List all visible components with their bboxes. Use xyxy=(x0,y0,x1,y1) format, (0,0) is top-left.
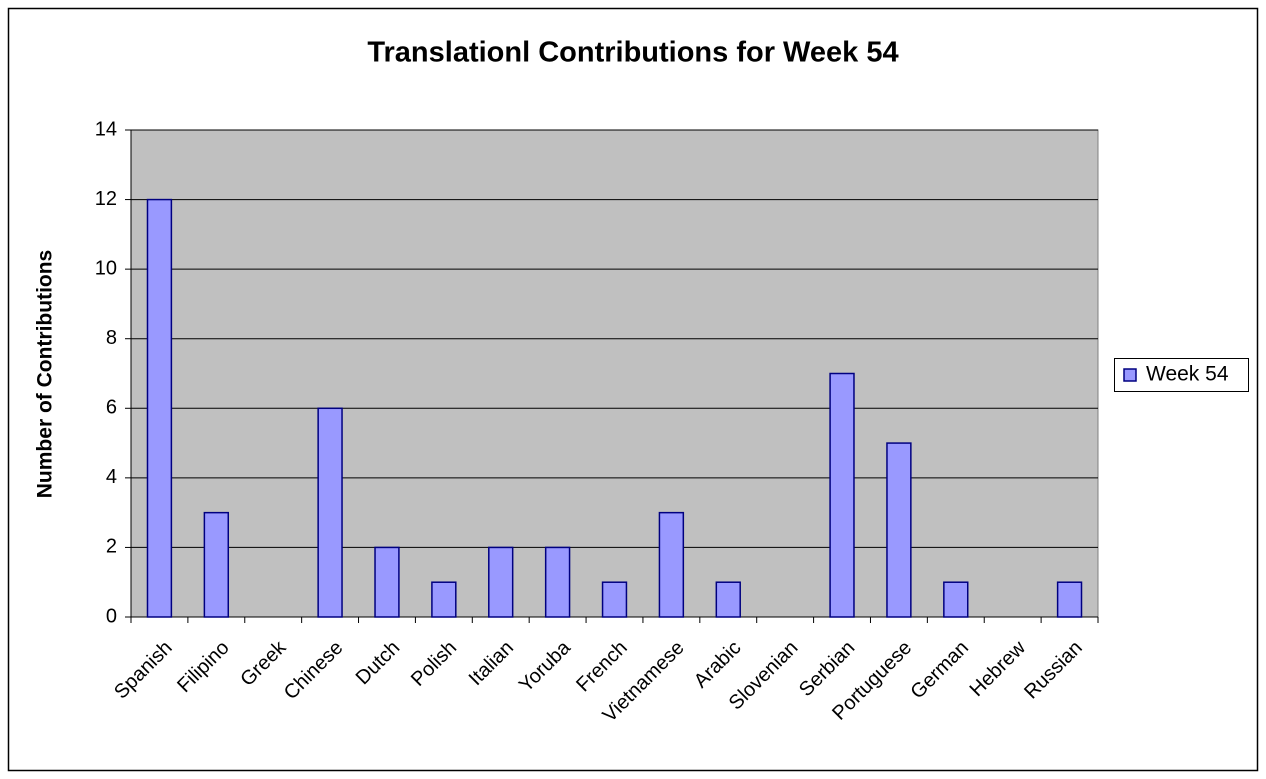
bar xyxy=(203,511,230,618)
bar xyxy=(544,546,571,618)
bar xyxy=(886,442,912,618)
bar xyxy=(488,546,514,618)
bar xyxy=(829,372,855,618)
chart-title: Translationl Contributions for Week 54 xyxy=(367,37,898,69)
plot-area xyxy=(130,129,1099,618)
bar xyxy=(146,198,173,618)
y-axis-label: Number of Contributions xyxy=(34,250,57,498)
y-tick-label: 12 xyxy=(95,188,117,210)
bar xyxy=(943,581,969,618)
y-tick-label: 4 xyxy=(106,466,117,488)
bar xyxy=(658,511,685,618)
bar xyxy=(374,546,400,618)
legend-swatch xyxy=(1123,368,1137,382)
y-tick-label: 8 xyxy=(106,327,117,349)
bar xyxy=(715,581,741,618)
bar xyxy=(601,581,628,618)
legend-box xyxy=(1114,358,1249,392)
y-tick-label: 0 xyxy=(106,605,117,627)
y-tick-label: 6 xyxy=(106,397,117,419)
bar xyxy=(431,581,457,618)
y-tick-label: 14 xyxy=(95,118,117,140)
bar xyxy=(317,407,343,618)
y-tick-label: 10 xyxy=(95,257,117,279)
bar xyxy=(1056,581,1083,618)
y-tick-label: 2 xyxy=(106,536,117,558)
legend-label: Week 54 xyxy=(1146,363,1229,386)
